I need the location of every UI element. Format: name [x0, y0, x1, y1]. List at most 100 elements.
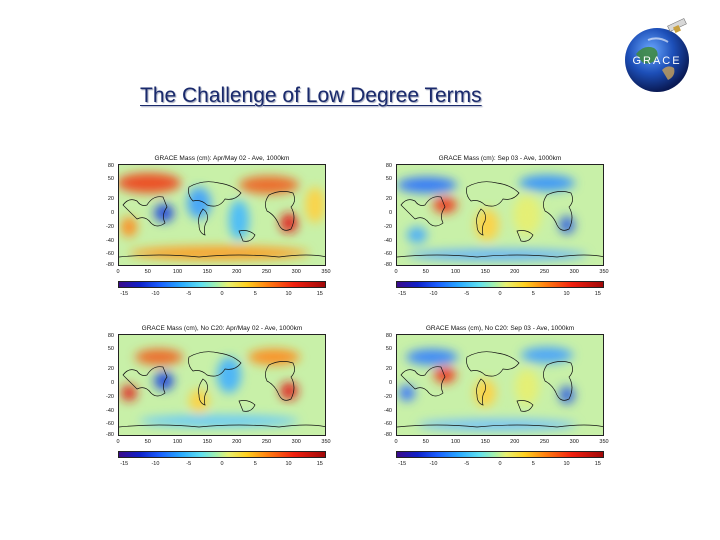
- svg-text:GRACE: GRACE: [632, 55, 681, 67]
- coastline: [397, 181, 603, 258]
- lat-tick-label: 80: [385, 163, 392, 170]
- lon-tick-label: 350: [321, 439, 331, 445]
- mass-anomaly-map: [396, 334, 604, 436]
- anomaly-blob: [559, 386, 575, 404]
- lon-tick-label: 300: [291, 269, 301, 275]
- anomaly-blob: [515, 369, 539, 405]
- lon-tick-label: 150: [202, 269, 212, 275]
- mass-anomaly-map: [396, 164, 604, 266]
- lon-tick-label: 0: [394, 269, 398, 275]
- lon-tick-label: 250: [539, 269, 550, 275]
- mass-anomaly-map: [118, 334, 326, 436]
- lon-tick-label: 350: [321, 269, 331, 275]
- colorbar-tick-label: -15: [398, 291, 407, 297]
- lon-tick-label: 0: [116, 439, 120, 445]
- lon-tick-label: 300: [569, 269, 579, 275]
- colorbar-tick-label: 5: [253, 291, 257, 297]
- lat-tick-label: 20: [107, 195, 114, 202]
- lon-tick-label: 250: [539, 439, 550, 445]
- lat-tick-label: -80: [384, 431, 392, 438]
- anomaly-blob: [239, 176, 299, 194]
- colorbar-tick-label: 15: [316, 461, 323, 467]
- coastline: [119, 351, 325, 428]
- lat-tick-label: 50: [107, 176, 114, 183]
- colorbar: [396, 281, 604, 288]
- anomaly-blob: [407, 249, 587, 261]
- colorbar-tick-label: 5: [253, 461, 257, 467]
- colorbar-tick-label: 10: [285, 291, 292, 297]
- lat-tick-label: -20: [106, 224, 114, 231]
- colorbar-tick-label: -10: [429, 291, 438, 297]
- slide-title: The Challenge of Low Degree Terms: [140, 84, 482, 107]
- panel-title: GRACE Mass (cm): Apr/May 02 - Ave, 1000k…: [154, 155, 290, 162]
- lon-tick-label: 100: [172, 269, 183, 275]
- colorbar-tick-label: 5: [531, 291, 535, 297]
- lat-tick-label: -80: [106, 261, 114, 268]
- lat-tick-label: -60: [106, 250, 114, 257]
- anomaly-blob: [119, 173, 181, 193]
- colorbar-tick-label: -15: [120, 461, 129, 467]
- lat-tick-label: 50: [385, 176, 392, 183]
- lat-tick-label: 20: [107, 365, 114, 372]
- anomaly-blob: [129, 246, 309, 260]
- lon-tick-label: 100: [450, 439, 461, 445]
- lon-tick-label: 300: [569, 439, 579, 445]
- lon-tick-label: 50: [144, 269, 151, 275]
- colorbar-tick-label: -5: [186, 461, 192, 467]
- lon-tick-label: 100: [172, 439, 183, 445]
- map-panel-sep-full: GRACE Mass (cm): Sep 03 - Ave, 1000km 80 5…: [374, 155, 614, 327]
- anomaly-blob: [229, 200, 249, 240]
- anomaly-blob: [135, 349, 183, 365]
- lat-tick-label: 0: [388, 209, 392, 216]
- lon-tick-label: 150: [202, 439, 212, 445]
- colorbar-tick-label: 0: [220, 461, 224, 467]
- anomaly-blob: [189, 389, 209, 413]
- colorbar-tick-label: -15: [120, 291, 129, 297]
- anomaly-blob: [519, 175, 575, 191]
- colorbar-tick-label: -10: [429, 461, 438, 467]
- lat-tick-label: 80: [385, 333, 392, 340]
- lon-tick-label: 50: [422, 269, 429, 275]
- colorbar-tick-label: 10: [285, 461, 292, 467]
- anomaly-blob: [434, 367, 456, 383]
- anomaly-blob: [280, 382, 298, 400]
- lon-tick-label: 350: [599, 269, 609, 275]
- lat-tick-label: -40: [384, 237, 392, 244]
- anomaly-blob: [407, 227, 427, 243]
- anomaly-blob: [406, 349, 458, 365]
- anomaly-blob: [154, 372, 174, 390]
- lat-tick-label: 0: [110, 379, 114, 386]
- anomaly-blob: [305, 187, 325, 223]
- lat-tick-label: -80: [106, 431, 114, 438]
- colorbar-tick-label: 10: [563, 291, 570, 297]
- colorbar-tick-label: 15: [594, 461, 601, 467]
- lon-tick-label: 200: [232, 269, 242, 275]
- map-panel-sep-noc20: GRACE Mass (cm), No C20: Sep 03 - Ave, 1…: [374, 325, 614, 497]
- anomaly-blob: [397, 177, 457, 193]
- lon-tick-label: 200: [510, 439, 520, 445]
- lat-tick-label: 20: [385, 365, 392, 372]
- map-panel-aprmay-noc20: GRACE Mass (cm), No C20: Apr/May 02 - Av…: [96, 325, 336, 497]
- coastline: [397, 351, 603, 428]
- lat-tick-label: 80: [107, 163, 114, 170]
- anomaly-blob: [121, 385, 137, 401]
- lon-tick-label: 150: [480, 439, 490, 445]
- lon-tick-label: 50: [144, 439, 151, 445]
- lat-tick-label: 50: [385, 346, 392, 353]
- grace-globe-icon: GRACE: [625, 18, 689, 92]
- colorbar-tick-label: 10: [563, 461, 570, 467]
- anomaly-blob: [475, 209, 499, 241]
- colorbar-tick-label: -5: [464, 461, 470, 467]
- colorbar-tick-label: 15: [594, 291, 601, 297]
- lat-tick-label: -20: [384, 394, 392, 401]
- lon-tick-label: 250: [261, 269, 272, 275]
- lon-tick-label: 0: [394, 439, 398, 445]
- lon-tick-label: 0: [116, 269, 120, 275]
- lon-tick-label: 300: [291, 439, 301, 445]
- anomaly-blob: [248, 349, 300, 365]
- colorbar-tick-label: -10: [151, 461, 160, 467]
- coastline: [119, 181, 325, 258]
- anomaly-blob: [513, 195, 541, 235]
- colorbar-tick-label: 0: [498, 291, 502, 297]
- lat-tick-label: 0: [110, 209, 114, 216]
